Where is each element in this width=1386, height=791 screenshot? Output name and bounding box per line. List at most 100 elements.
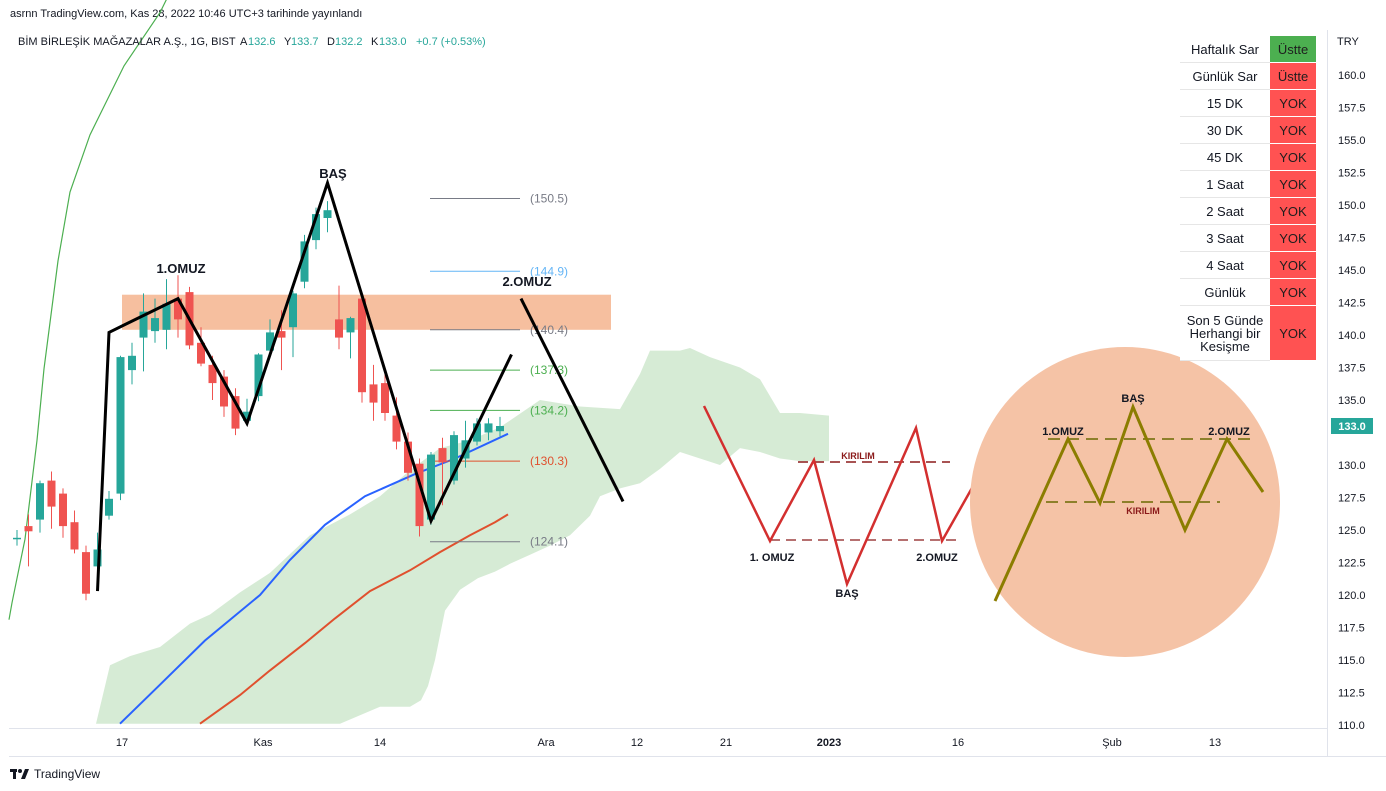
price-tick: 130.0 xyxy=(1338,460,1366,472)
legend-open-label: A xyxy=(240,36,248,48)
price-tick: 140.0 xyxy=(1338,330,1366,342)
time-tick: 21 xyxy=(720,737,732,749)
candle-body xyxy=(174,298,182,320)
axes-frame xyxy=(9,30,1386,757)
label-head: BAŞ xyxy=(319,166,347,181)
signal-label: 2 Saat xyxy=(1180,197,1270,225)
hs-pattern-projection xyxy=(519,297,625,503)
candle-body xyxy=(162,303,171,330)
ma-green-line xyxy=(8,0,167,620)
candle-body xyxy=(358,298,366,393)
signal-row: 3 Saat YOK xyxy=(1180,224,1316,252)
current-price-tag: 133.0 xyxy=(1331,418,1373,434)
price-tick: 125.0 xyxy=(1338,525,1366,537)
signal-row: 30 DK YOK xyxy=(1180,116,1316,144)
circle-hs-line xyxy=(993,402,1265,602)
publish-info: asrnn TradingView.com, Kas 28, 2022 10:4… xyxy=(10,8,363,20)
candle-body xyxy=(36,483,44,520)
signal-value: YOK xyxy=(1270,170,1316,198)
price-tick: 152.5 xyxy=(1338,168,1366,180)
signal-row: 15 DK YOK xyxy=(1180,89,1316,117)
signal-label: Haftalık Sar xyxy=(1180,36,1270,63)
label-shoulder1: 1.OMUZ xyxy=(156,261,205,276)
price-tick: 115.0 xyxy=(1338,655,1365,667)
signal-label: Günlük Sar xyxy=(1180,62,1270,90)
fib-label: (124.1) xyxy=(530,535,568,549)
price-tick: 150.0 xyxy=(1338,200,1366,212)
candle-body xyxy=(392,415,401,442)
candle-body xyxy=(427,454,435,520)
candle-body xyxy=(231,396,240,429)
time-tick: 13 xyxy=(1209,737,1221,749)
candle-body xyxy=(128,355,136,371)
signal-row: Haftalık Sar Üstte xyxy=(1180,36,1316,63)
cloud-area xyxy=(96,348,829,724)
time-tick: 14 xyxy=(374,737,386,749)
candle-body xyxy=(346,318,355,333)
candle-body xyxy=(415,463,424,527)
candle-body xyxy=(266,332,274,351)
legend-open-value: 132.6 xyxy=(248,36,276,48)
candle-body xyxy=(105,498,113,516)
price-tick: 157.5 xyxy=(1338,103,1366,115)
candle-body xyxy=(220,376,228,407)
candle-body xyxy=(323,210,332,218)
tradingview-logo-icon xyxy=(10,769,29,779)
signal-row: 4 Saat YOK xyxy=(1180,251,1316,279)
candle-body xyxy=(47,480,56,507)
legend-high-value: 133.7 xyxy=(291,36,319,48)
circle-hs-illustration: BAŞ 1.OMUZ 2.OMUZ KIRILIM xyxy=(970,347,1280,657)
signal-value: YOK xyxy=(1270,143,1316,171)
time-tick: Kas xyxy=(254,737,273,749)
candle-body xyxy=(289,293,297,328)
footer-brand: TradingView xyxy=(34,767,101,781)
time-tick: Şub xyxy=(1102,737,1122,749)
signal-row: Günlük YOK xyxy=(1180,278,1316,306)
price-tick: 135.0 xyxy=(1338,395,1366,407)
inverse-shoulder1-label: 1. OMUZ xyxy=(750,552,795,564)
price-tick: 112.5 xyxy=(1338,688,1365,700)
candle-body xyxy=(59,493,67,527)
ma-red-line xyxy=(199,513,509,725)
fib-label: (137.3) xyxy=(530,363,568,377)
signal-value: YOK xyxy=(1270,89,1316,117)
legend-close-value: 133.0 xyxy=(379,36,407,48)
candle-body xyxy=(496,426,504,432)
candle-body xyxy=(369,384,378,403)
signal-label: 3 Saat xyxy=(1180,224,1270,252)
legend-change: +0.7 (+0.53%) xyxy=(416,36,486,48)
price-tick: 145.0 xyxy=(1338,265,1366,277)
header-bar: asrnn TradingView.com, Kas 28, 2022 10:4… xyxy=(0,0,1386,30)
signal-value: Üstte xyxy=(1270,62,1316,90)
fib-label: (144.9) xyxy=(530,264,568,278)
candle-body xyxy=(70,522,79,550)
signal-value: YOK xyxy=(1270,278,1316,306)
candle-body xyxy=(254,354,263,397)
signal-label: 30 DK xyxy=(1180,116,1270,144)
price-tick: 110.0 xyxy=(1338,720,1365,732)
circle-shoulder1-label: 1.OMUZ xyxy=(1042,426,1084,438)
signal-label: Son 5 Günde Herhangi bir Kesişme xyxy=(1180,305,1270,361)
candle-body xyxy=(208,364,217,384)
signal-row: Son 5 Günde Herhangi bir Kesişme YOK xyxy=(1180,305,1316,361)
candle-body xyxy=(24,526,33,532)
signal-row: Günlük Sar Üstte xyxy=(1180,62,1316,90)
price-tick: 155.0 xyxy=(1338,135,1366,147)
currency-label: TRY xyxy=(1337,36,1359,48)
candle-body xyxy=(277,331,286,338)
candle-body xyxy=(438,448,447,463)
signal-value: YOK xyxy=(1270,197,1316,225)
candle-body xyxy=(151,318,159,332)
current-price-value: 133.0 xyxy=(1338,421,1366,433)
price-tick: 117.5 xyxy=(1338,623,1365,635)
signal-row: 2 Saat YOK xyxy=(1180,197,1316,225)
inverse-hs-illustration: KIRILIM 1. OMUZ 2.OMUZ BAŞ xyxy=(702,405,974,600)
signal-label: 4 Saat xyxy=(1180,251,1270,279)
footer: TradingView xyxy=(10,765,100,783)
inverse-hs-line xyxy=(702,405,974,588)
current-price-badge xyxy=(1331,418,1373,434)
legend-low-label: D xyxy=(327,36,335,48)
price-tick: 120.0 xyxy=(1338,590,1366,602)
candle-body xyxy=(484,423,493,433)
